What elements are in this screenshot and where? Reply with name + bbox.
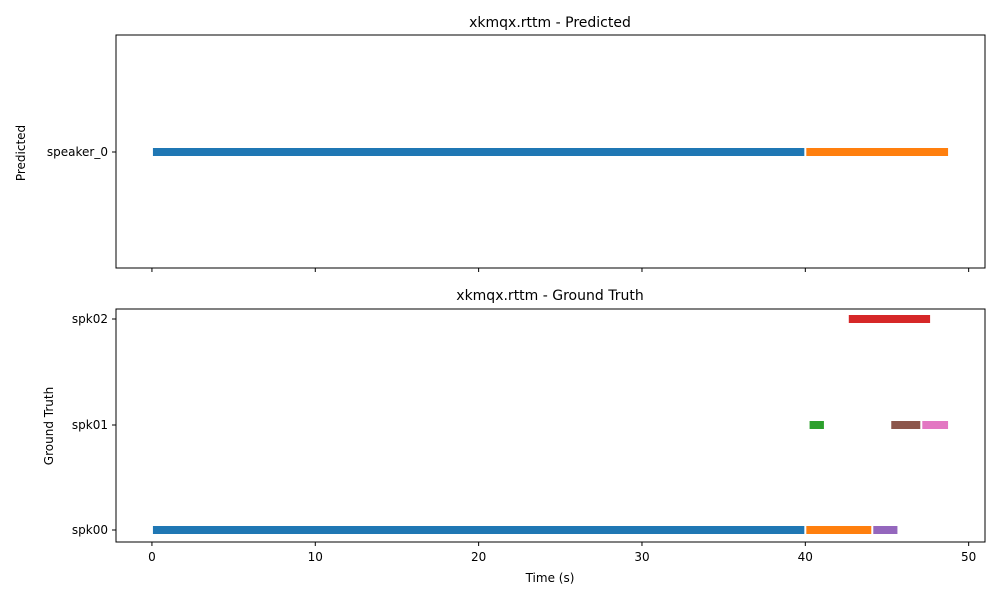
ground-truth-ytick-label-spk01: spk01 [72,418,108,432]
ground-truth-panel: xkmqx.rttm - Ground Truth spk00spk01spk0… [42,288,986,585]
ground-truth-segment-spk02-6 [848,315,931,323]
ground-truth-x-ticks: 0 10 20 30 40 50 [148,542,976,564]
ground-truth-ytick-label-spk02: spk02 [72,312,108,326]
ground-truth-xtick-label-10: 10 [308,550,323,564]
predicted-panel: xkmqx.rttm - Predicted speaker_0 Predict… [14,15,986,272]
predicted-title: xkmqx.rttm - Predicted [469,15,631,31]
ground-truth-xtick-label-30: 30 [634,550,649,564]
x-axis-label: Time (s) [525,571,575,585]
predicted-y-ticks: speaker_0 [47,145,116,159]
ground-truth-plot-frame [115,308,986,543]
ground-truth-segment-spk00-1 [806,526,872,534]
predicted-segments [152,148,949,156]
ground-truth-segment-spk01-5 [922,421,949,429]
predicted-segment-speaker_0-1 [806,148,949,156]
predicted-y-axis-label: Predicted [14,125,28,181]
ground-truth-y-axis-label: Ground Truth [42,387,56,465]
ground-truth-xtick-label-40: 40 [798,550,813,564]
ground-truth-y-ticks: spk00 spk01 spk02 [72,312,116,537]
ground-truth-segment-spk00-2 [873,526,898,534]
predicted-ytick-label-speaker_0: speaker_0 [47,145,108,159]
ground-truth-xtick-label-0: 0 [148,550,156,564]
predicted-segment-speaker_0-0 [152,148,805,156]
predicted-x-ticks [151,268,970,272]
ground-truth-segments [152,315,949,534]
ground-truth-ytick-label-spk00: spk00 [72,523,108,537]
ground-truth-title: xkmqx.rttm - Ground Truth [456,288,643,304]
ground-truth-xtick-label-20: 20 [471,550,486,564]
ground-truth-segment-spk01-3 [809,421,824,429]
ground-truth-xtick-label-50: 50 [961,550,976,564]
ground-truth-segment-spk00-0 [152,526,805,534]
ground-truth-segment-spk01-4 [891,421,921,429]
